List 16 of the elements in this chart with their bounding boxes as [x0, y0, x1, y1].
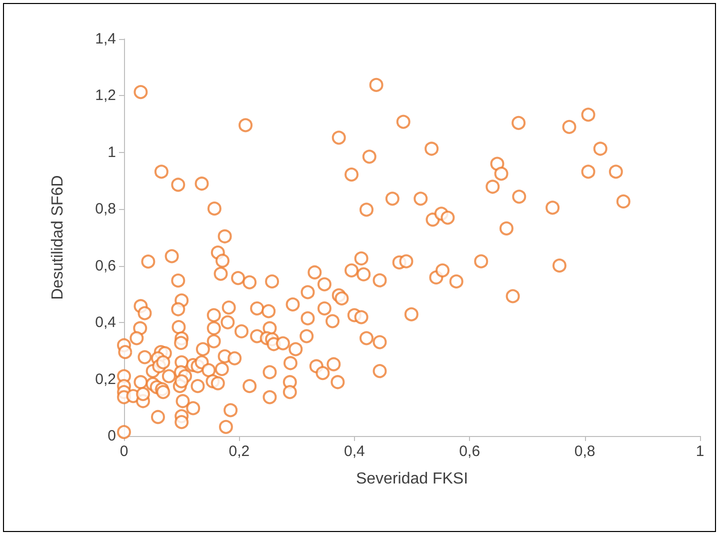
x-tick-label: 0,2 — [228, 443, 250, 460]
y-tick-label: 0,4 — [95, 314, 116, 332]
y-tick-label: 0 — [108, 428, 116, 444]
y-tick-label: 0,6 — [95, 257, 116, 274]
y-tick-label: 0,8 — [95, 200, 116, 218]
y-axis-title: Desutilidad SF6D — [50, 175, 66, 300]
x-tick-label: 0 — [120, 443, 128, 460]
x-tick-label: 0,6 — [459, 443, 480, 460]
y-tick-label: 0,2 — [95, 370, 116, 388]
x-tick-label: 0,8 — [574, 443, 596, 460]
y-tick-label: 1,4 — [95, 30, 116, 48]
y-tick-label: 1 — [108, 144, 116, 161]
x-axis-title: Severidad FKSI — [356, 470, 468, 488]
x-tick-label: 1 — [696, 443, 704, 460]
y-tick-label: 1,2 — [95, 87, 116, 104]
x-tick-label: 0,4 — [344, 443, 365, 460]
